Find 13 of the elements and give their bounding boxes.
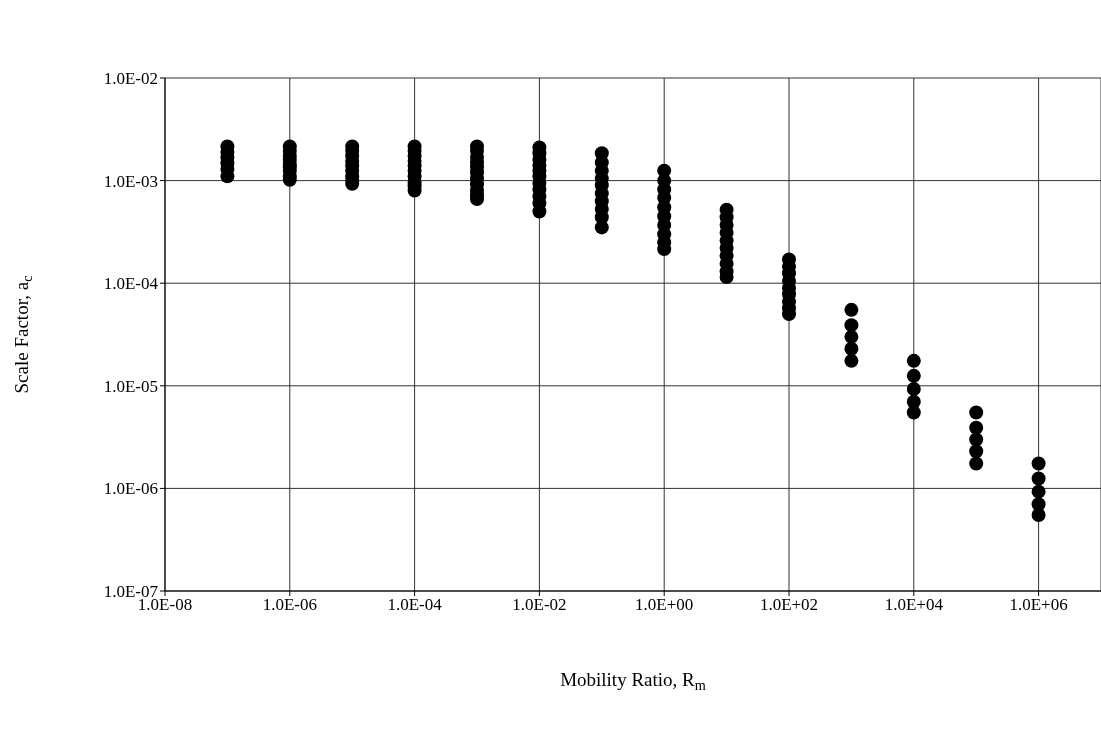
x-tick-label: 1.0E-04 (387, 595, 443, 615)
y-tick-label: 1.0E-03 (103, 171, 158, 191)
x-tick-label: 1.0E-06 (262, 595, 317, 615)
y-tick-label: 1.0E-04 (103, 274, 159, 294)
x-axis-title: Mobility Ratio, R$_{m}$ (560, 669, 706, 693)
x-tick-label: 1.0E+04 (884, 595, 944, 615)
x-tick-label: 1.0E+06 (1009, 595, 1068, 615)
y-tick-label: 1.0E-05 (103, 376, 158, 396)
y-tick-label: 1.0E-06 (103, 479, 158, 499)
x-tick-label: 1.0E+02 (759, 595, 819, 615)
y-tick-label: 1.0E-02 (103, 69, 158, 89)
x-tick-label: 1.0E-02 (512, 595, 567, 615)
x-tick-label: 1.0E+00 (635, 595, 694, 615)
